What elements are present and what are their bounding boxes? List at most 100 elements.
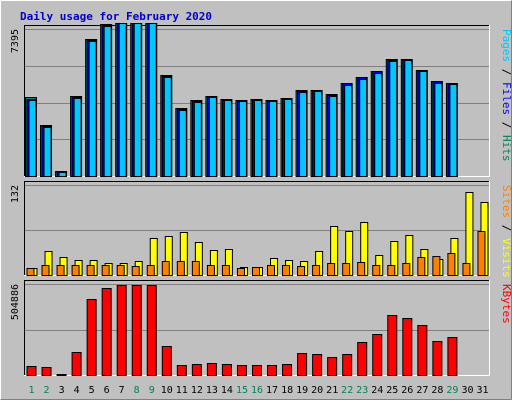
bar-pages-day-8 xyxy=(133,23,142,177)
bar-pages-day-22-body xyxy=(344,85,353,177)
bar-kbytes-day-15-body xyxy=(236,365,247,376)
bar-kbytes-day-21-body xyxy=(327,357,338,376)
bar-sites-day-24 xyxy=(372,265,381,276)
bar-sites-day-30 xyxy=(462,263,471,276)
bar-kbytes-day-11-body xyxy=(176,365,187,376)
day-label-13: 13 xyxy=(206,385,218,396)
bar-kbytes-day-10-body xyxy=(161,346,172,376)
bar-kbytes-day-28-body xyxy=(432,341,443,376)
bar-kbytes-day-24 xyxy=(372,334,383,376)
bar-pages-day-28 xyxy=(434,83,443,177)
bar-pages-day-28-body xyxy=(434,83,443,177)
bar-sites-day-1 xyxy=(26,268,35,276)
y-max-label-visits: 132 xyxy=(10,185,21,203)
bar-sites-day-9 xyxy=(146,265,155,276)
bar-pages-day-11 xyxy=(178,110,187,177)
bar-kbytes-day-8 xyxy=(131,285,142,376)
bar-kbytes-day-22 xyxy=(342,354,353,376)
day-label-20: 20 xyxy=(311,385,323,396)
bar-sites-day-16 xyxy=(251,267,260,276)
bar-sites-day-1-body xyxy=(26,268,35,276)
bar-kbytes-day-26-body xyxy=(402,318,413,376)
bar-kbytes-day-4 xyxy=(71,352,82,376)
bar-sites-day-23-body xyxy=(357,262,366,276)
bar-sites-day-7-body xyxy=(116,265,125,276)
bar-sites-day-18 xyxy=(282,265,291,276)
day-label-14: 14 xyxy=(221,385,233,396)
bar-pages-day-20-body xyxy=(314,91,323,177)
bar-sites-day-12 xyxy=(191,261,200,276)
bar-kbytes-day-2 xyxy=(41,367,52,376)
bar-pages-day-21 xyxy=(329,96,338,177)
bar-sites-day-2-body xyxy=(41,265,50,276)
bar-kbytes-day-2-body xyxy=(41,367,52,376)
bar-kbytes-day-17 xyxy=(267,365,278,376)
bar-pages-day-13-body xyxy=(208,97,217,177)
bar-pages-day-16 xyxy=(253,100,262,177)
day-label-19: 19 xyxy=(296,385,308,396)
bar-sites-day-27-body xyxy=(417,257,426,276)
bar-sites-day-29 xyxy=(447,253,456,276)
bar-sites-day-28 xyxy=(432,256,441,276)
bar-pages-day-10-body xyxy=(163,77,172,177)
bar-kbytes-day-23 xyxy=(357,342,368,376)
bar-sites-day-17 xyxy=(267,265,276,276)
bar-kbytes-day-12 xyxy=(191,364,202,376)
bar-kbytes-day-22-body xyxy=(342,354,353,376)
bar-pages-day-6-body xyxy=(103,26,112,177)
bar-kbytes-day-1-body xyxy=(26,366,37,376)
bar-sites-day-10 xyxy=(161,261,170,276)
bar-sites-day-17-body xyxy=(267,265,276,276)
bar-pages-day-14-body xyxy=(223,100,232,177)
bar-pages-day-12-body xyxy=(193,102,202,177)
bar-sites-day-26 xyxy=(402,263,411,276)
bar-pages-day-21-body xyxy=(329,96,338,177)
bar-kbytes-day-14-body xyxy=(221,364,232,376)
bar-sites-day-5 xyxy=(86,265,95,276)
bar-sites-day-20-body xyxy=(312,265,321,276)
bar-kbytes-day-1 xyxy=(26,366,37,376)
day-label-25: 25 xyxy=(386,385,398,396)
bar-sites-day-15-body xyxy=(236,268,245,276)
bar-kbytes-day-6-body xyxy=(101,288,112,376)
bars-kbytes xyxy=(26,285,458,376)
day-label-12: 12 xyxy=(191,385,203,396)
day-label-16: 16 xyxy=(251,385,263,396)
bar-kbytes-day-19-body xyxy=(297,353,308,376)
bar-pages-day-2 xyxy=(43,127,52,177)
bar-kbytes-day-9-body xyxy=(146,285,157,376)
bar-sites-day-27 xyxy=(417,257,426,276)
panel-visits: 132 Sites / Visits xyxy=(10,181,512,278)
bar-pages-day-1 xyxy=(28,100,37,177)
bar-sites-day-10-body xyxy=(161,261,170,276)
bar-kbytes-day-5 xyxy=(86,299,97,376)
bar-pages-day-4 xyxy=(73,98,82,177)
bar-kbytes-day-16-body xyxy=(251,365,262,376)
legend-hits: Pages / Files / Hits xyxy=(500,29,512,162)
day-label-31: 31 xyxy=(476,385,488,396)
day-label-1: 1 xyxy=(28,385,34,396)
bar-kbytes-day-28 xyxy=(432,341,443,376)
chart-title: Daily usage for February 2020 xyxy=(20,10,212,23)
day-label-23: 23 xyxy=(356,385,368,396)
day-label-4: 4 xyxy=(74,385,80,396)
day-label-9: 9 xyxy=(149,385,155,396)
bar-kbytes-day-27-body xyxy=(417,325,428,376)
bar-sites-day-22 xyxy=(342,263,351,276)
bar-sites-day-22-body xyxy=(342,263,351,276)
bar-pages-day-11-body xyxy=(178,110,187,177)
bar-pages-day-25 xyxy=(389,61,398,177)
bar-kbytes-day-20-body xyxy=(312,354,323,376)
bar-sites-day-4 xyxy=(71,265,80,276)
bar-kbytes-day-23-body xyxy=(357,342,368,376)
bar-sites-day-6 xyxy=(101,265,110,276)
bar-pages-day-2-body xyxy=(43,127,52,177)
bar-pages-day-17 xyxy=(269,101,278,177)
day-label-21: 21 xyxy=(326,385,338,396)
day-label-29: 29 xyxy=(446,385,458,396)
bar-pages-day-24-body xyxy=(374,73,383,177)
bar-pages-day-1-body xyxy=(28,100,37,177)
bar-sites-day-18-body xyxy=(282,265,291,276)
day-axis: 1 2 3 4 5 6 7 8 9 10 11 12 13 14 15 16 17 18 19 20 21 22 23 24 2… xyxy=(28,385,488,396)
